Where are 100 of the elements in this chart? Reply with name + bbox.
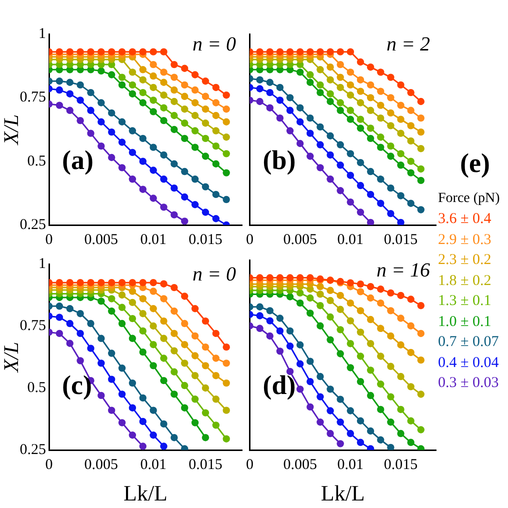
point <box>128 68 136 76</box>
point <box>150 108 157 116</box>
point <box>326 286 334 294</box>
point <box>212 396 220 403</box>
point <box>356 88 364 95</box>
point <box>356 438 364 446</box>
point <box>387 418 394 426</box>
point <box>108 295 116 302</box>
point <box>212 84 220 92</box>
point <box>336 99 344 106</box>
point <box>139 99 146 106</box>
text: 2.9 ± 0.3 <box>438 230 492 250</box>
point <box>212 142 220 150</box>
text: 0.3 ± 0.03 <box>438 374 500 393</box>
point <box>377 406 384 414</box>
point <box>407 106 414 114</box>
point <box>377 286 384 293</box>
point <box>256 303 264 310</box>
point <box>286 342 294 350</box>
point <box>356 352 364 360</box>
point <box>306 114 314 122</box>
point <box>181 134 188 142</box>
point <box>296 360 304 368</box>
point <box>118 390 126 398</box>
point <box>326 151 334 159</box>
point <box>377 380 384 388</box>
point <box>316 123 324 131</box>
point <box>128 127 136 134</box>
x-axis-title: Lk/L <box>320 480 365 506</box>
point <box>256 324 264 332</box>
point <box>212 99 220 106</box>
annotation: n = 0 <box>192 263 236 286</box>
point <box>377 299 384 307</box>
point <box>160 420 168 428</box>
point <box>108 154 116 162</box>
point <box>377 88 384 95</box>
y-tick-label: 1 <box>38 256 46 272</box>
point <box>212 215 220 222</box>
point <box>336 326 344 334</box>
point <box>387 152 394 160</box>
point <box>397 218 404 225</box>
point <box>286 48 294 56</box>
point <box>387 362 394 370</box>
point <box>118 81 126 89</box>
point <box>336 350 344 358</box>
point <box>160 151 168 159</box>
point <box>66 48 74 56</box>
point <box>366 81 374 89</box>
point <box>346 299 354 307</box>
point <box>346 407 354 414</box>
point <box>76 279 84 286</box>
point <box>316 393 324 400</box>
point <box>256 274 264 282</box>
point <box>407 200 414 207</box>
point <box>170 330 178 338</box>
point <box>407 348 414 356</box>
point <box>356 328 364 336</box>
point <box>316 48 324 56</box>
point <box>387 109 394 117</box>
point <box>326 313 334 321</box>
point <box>266 104 274 112</box>
point <box>356 76 364 84</box>
point <box>306 403 314 411</box>
point <box>336 306 344 313</box>
point <box>170 434 178 442</box>
point <box>417 114 424 122</box>
point <box>407 417 414 424</box>
point <box>170 160 178 168</box>
point <box>377 102 384 109</box>
point <box>170 126 178 134</box>
point <box>191 112 199 120</box>
point <box>266 317 274 324</box>
point <box>202 152 210 160</box>
point <box>191 332 199 340</box>
point <box>191 71 199 78</box>
point <box>286 293 294 300</box>
point <box>202 78 210 85</box>
point <box>256 98 264 106</box>
point <box>316 302 324 310</box>
point <box>98 279 105 286</box>
point <box>346 150 354 158</box>
point <box>98 392 105 400</box>
point <box>87 130 94 137</box>
point <box>128 288 136 295</box>
point <box>346 116 354 123</box>
x-tick-label: 0 <box>45 456 53 473</box>
point <box>98 298 105 305</box>
point <box>181 120 188 127</box>
point <box>76 48 84 56</box>
point <box>222 169 230 176</box>
legend-title: Force (pN) <box>438 190 501 208</box>
point <box>139 442 146 450</box>
point <box>276 274 284 282</box>
point <box>56 102 64 109</box>
point <box>87 106 94 114</box>
point <box>222 343 230 351</box>
point <box>366 218 374 225</box>
point <box>76 81 84 89</box>
point <box>326 64 334 71</box>
point <box>397 406 404 414</box>
